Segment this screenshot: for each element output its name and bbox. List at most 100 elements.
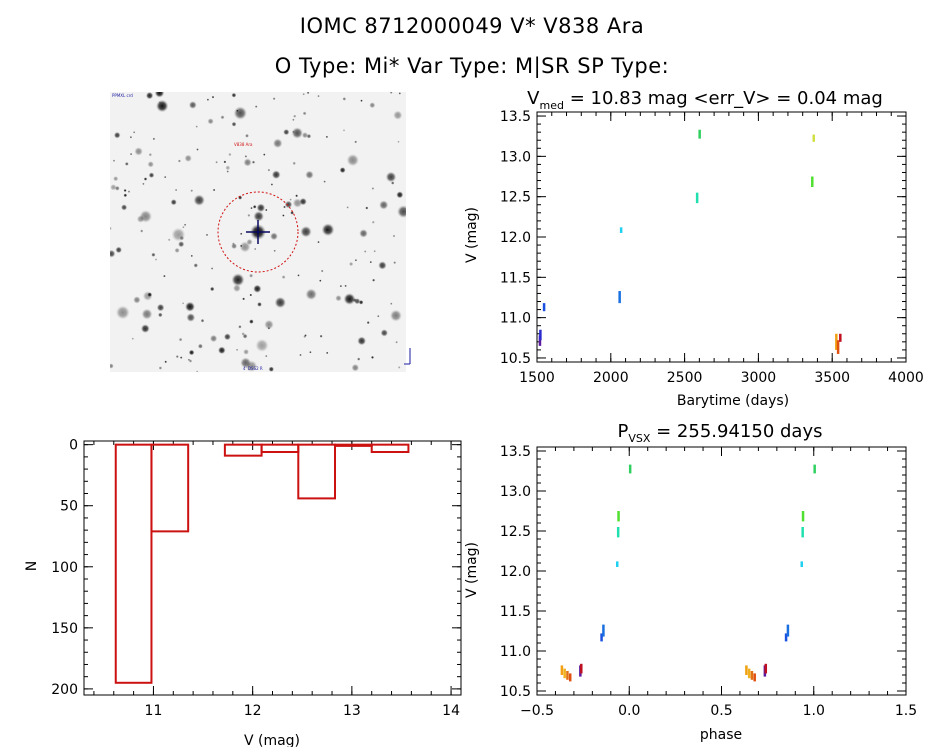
- star-blob: [305, 170, 314, 179]
- star-blob: [292, 130, 295, 134]
- star-blob: [112, 159, 116, 162]
- star-blob: [115, 305, 130, 320]
- star-blob: [320, 269, 324, 273]
- star-blob: [129, 136, 133, 139]
- star-blob: [380, 329, 388, 337]
- star-blob: [140, 324, 150, 333]
- star-blob: [178, 241, 185, 248]
- star-blob: [231, 121, 237, 127]
- star-blob: [231, 273, 245, 287]
- star-blob: [365, 206, 369, 210]
- star-blob: [123, 189, 127, 192]
- star-blob: [390, 302, 393, 305]
- star-blob: [188, 349, 195, 356]
- histogram-y-tick-label: 150: [51, 621, 78, 637]
- histogram-ylabel: N: [24, 561, 40, 571]
- histogram-bar: [370, 443, 410, 453]
- histogram-bar: [334, 443, 373, 447]
- star-blob: [293, 114, 297, 118]
- star-blob: [236, 109, 239, 113]
- star-blob: [398, 92, 401, 95]
- star-blob: [186, 313, 196, 322]
- lightcurve-y-tick-label: 11.5: [500, 270, 531, 286]
- histogram-y-tick-label: 200: [51, 682, 78, 698]
- star-blob: [300, 226, 312, 238]
- star-blob: [249, 319, 254, 324]
- finder-label-target: V838 Ara: [234, 142, 253, 147]
- lightcurve-y-tick-label: 13.5: [500, 109, 531, 125]
- star-blob: [357, 357, 361, 361]
- star-blob: [272, 138, 283, 149]
- star-blob: [392, 234, 396, 238]
- star-blob: [141, 308, 153, 320]
- star-blob: [301, 132, 309, 139]
- star-blob: [170, 199, 177, 206]
- star-blob: [207, 118, 214, 125]
- phased-x-tick-label: 1.5: [895, 703, 917, 719]
- star-blob: [270, 232, 278, 241]
- star-blob: [339, 167, 346, 174]
- star-blob: [346, 206, 349, 209]
- star-blob: [228, 152, 232, 157]
- star-blob: [265, 354, 268, 358]
- star-blob: [134, 147, 143, 156]
- phased-xlabel: phase: [700, 727, 742, 743]
- star-blob: [339, 284, 343, 288]
- star-blob: [351, 363, 360, 372]
- star-blob: [142, 182, 145, 186]
- star-blob: [233, 106, 247, 120]
- lightcurve-title-rest: = 10.83 mag <err_V> = 0.04 mag: [564, 88, 883, 109]
- star-blob: [363, 250, 367, 253]
- phased-y-tick-label: 10.5: [500, 684, 531, 700]
- star-blob: [110, 226, 112, 231]
- star-blob: [115, 246, 122, 254]
- star-blob: [357, 336, 367, 346]
- star-blob: [255, 338, 269, 352]
- star-blob: [292, 161, 296, 165]
- phased-axes-frame: [536, 446, 907, 696]
- phased-panel: PVSX = 255.94150 days phase V (mag) −0.5…: [464, 421, 917, 743]
- star-blob: [133, 296, 141, 304]
- star-blob: [143, 177, 148, 181]
- star-blob: [377, 315, 380, 318]
- star-blob: [151, 252, 156, 257]
- lightcurve-y-tick-label: 13.0: [500, 149, 531, 165]
- star-blob: [167, 238, 171, 242]
- histogram-xlabel: V (mag): [244, 733, 300, 747]
- star-blob: [360, 99, 363, 102]
- star-blob: [140, 229, 144, 233]
- star-blob: [223, 160, 227, 164]
- star-blob: [136, 215, 145, 223]
- star-blob: [254, 247, 257, 251]
- star-blob: [183, 223, 187, 226]
- star-blob: [235, 348, 239, 351]
- star-blob: [177, 159, 181, 163]
- star-blob: [292, 118, 295, 122]
- star-blob: [397, 366, 401, 369]
- histogram-x-tick-label: 13: [343, 703, 361, 719]
- star-blob: [306, 92, 310, 95]
- star-blob: [319, 279, 322, 282]
- star-blob: [321, 223, 335, 237]
- star-blob: [245, 133, 249, 138]
- star-blob: [389, 92, 393, 94]
- lightcurve-x-tick-label: 3000: [741, 370, 777, 386]
- star-blob: [206, 98, 210, 101]
- star-blob: [354, 298, 361, 305]
- star-blob: [354, 140, 358, 144]
- star-blob: [291, 127, 303, 139]
- star-blob: [110, 249, 116, 258]
- star-blob: [252, 205, 257, 209]
- star-blob: [127, 190, 131, 193]
- star-blob: [158, 366, 163, 370]
- star-blob: [305, 288, 318, 301]
- star-blob: [226, 170, 229, 173]
- star-blob: [346, 153, 359, 167]
- phased-title-main: P: [618, 421, 629, 442]
- star-blob: [145, 92, 154, 100]
- phased-x-tick-label: −0.5: [520, 703, 554, 719]
- star-blob: [212, 188, 216, 192]
- histogram-bar: [223, 443, 263, 457]
- star-blob: [282, 214, 285, 217]
- star-blob: [158, 101, 162, 104]
